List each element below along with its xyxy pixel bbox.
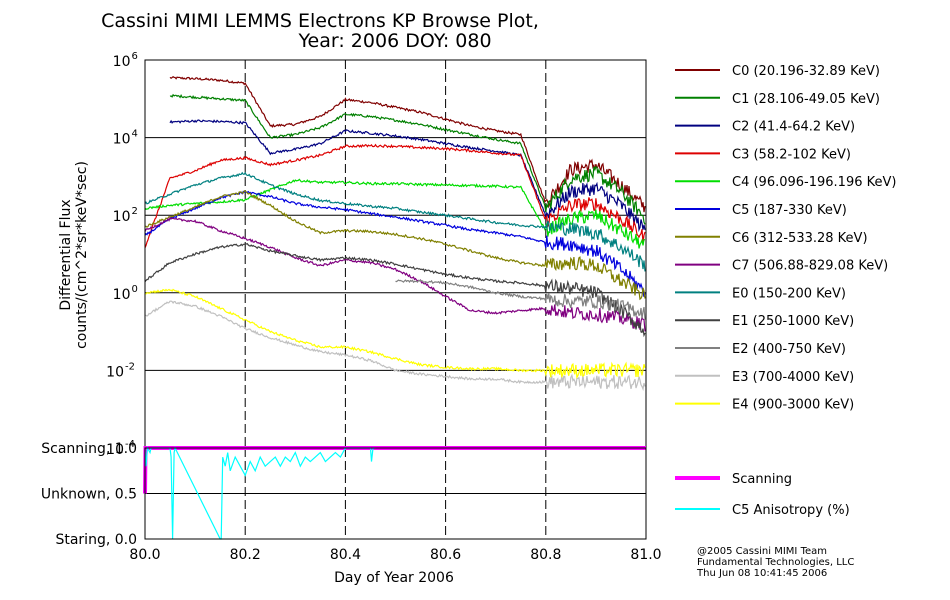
- bottom-y-tick-label: Staring, 0.0: [55, 532, 137, 548]
- series-line-8: [144, 171, 646, 272]
- x-tick-label: 80.4: [330, 547, 361, 563]
- series-line-2: [169, 119, 646, 232]
- y-axis-label-line2: counts/(cm^2*sr*keV*sec): [74, 161, 90, 349]
- series-line-6: [144, 190, 646, 301]
- legend-label-1: C1 (28.106-49.05 KeV): [732, 92, 880, 107]
- bottom-series-line-0: [143, 446, 646, 494]
- y-tick-label-base: 10: [106, 364, 124, 380]
- legend-label-7: C7 (506.88-829.08 KeV): [732, 259, 888, 274]
- series-line-11: [144, 300, 646, 392]
- y-tick-label-base: 10: [113, 287, 131, 303]
- series-line-9: [144, 242, 646, 338]
- y-axis-label-line1: Differential Flux: [58, 199, 74, 310]
- y-tick-label-base: 10: [106, 442, 124, 458]
- legend-label-9: E1 (250-1000 KeV): [732, 314, 854, 329]
- bottom-legend-label-1: C5 Anisotropy (%): [732, 503, 850, 518]
- legend-label-0: C0 (20.196-32.89 KeV): [732, 64, 880, 79]
- legend-label-5: C5 (187-330 KeV): [732, 203, 847, 218]
- y-tick-label-exponent: -4: [125, 439, 135, 450]
- series-line-12: [144, 288, 646, 379]
- y-tick-label-exponent: 0: [132, 284, 138, 295]
- copyright-line2: Fundamental Technologies, LLC: [697, 557, 854, 568]
- copyright-line3: Thu Jun 08 10:41:45 2006: [696, 568, 827, 579]
- legend-label-6: C6 (312-533.28 KeV): [732, 231, 868, 246]
- series-line-3: [144, 143, 646, 248]
- legend-label-8: E0 (150-200 KeV): [732, 286, 846, 301]
- legend-bottom: Scanning C5 Anisotropy (%): [675, 472, 850, 518]
- x-tick-label: 80.6: [430, 547, 461, 563]
- legend-label-11: E3 (700-4000 KeV): [732, 370, 854, 385]
- y-tick-label-exponent: 4: [132, 129, 138, 140]
- y-tick-label-exponent: -2: [125, 361, 135, 372]
- bottom-panel-grid: [145, 448, 646, 539]
- series-line-10: [395, 279, 646, 320]
- bottom-legend-label-0: Scanning: [732, 472, 792, 487]
- copyright-line1: @2005 Cassini MIMI Team: [697, 546, 827, 557]
- x-tick-label: 80.0: [129, 547, 160, 563]
- legend-top: C0 (20.196-32.89 KeV) C1 (28.106-49.05 Ke…: [675, 64, 896, 413]
- legend-label-4: C4 (96.096-196.196 KeV): [732, 175, 896, 190]
- legend-label-12: E4 (900-3000 KeV): [732, 398, 854, 413]
- y-tick-label-exponent: 2: [132, 206, 138, 217]
- series-line-1: [169, 93, 646, 225]
- series-line-7: [144, 216, 646, 332]
- x-tick-label: 80.8: [530, 547, 561, 563]
- y-tick-label-base: 10: [113, 209, 131, 225]
- y-tick-label-exponent: 6: [132, 51, 138, 62]
- x-axis-label: Day of Year 2006: [334, 570, 454, 586]
- bottom-y-tick-label: Scanning, 1.0: [41, 441, 137, 457]
- top-panel-frame: [144, 59, 647, 449]
- legend-label-3: C3 (58.2-102 KeV): [732, 147, 851, 162]
- bottom-y-tick-label: Unknown, 0.5: [41, 487, 137, 503]
- legend-label-2: C2 (41.4-64.2 KeV): [732, 120, 855, 135]
- series-line-4: [144, 178, 646, 249]
- x-tick-label: 80.2: [230, 547, 261, 563]
- legend-label-10: E2 (400-750 KeV): [732, 342, 846, 357]
- y-tick-label-base: 10: [113, 132, 131, 148]
- top-panel-grid: [145, 60, 646, 448]
- chart-title-line2: Year: 2006 DOY: 080: [297, 30, 491, 52]
- y-tick-label-base: 10: [113, 54, 131, 70]
- x-tick-label: 81.0: [630, 547, 661, 563]
- chart-title-line1: Cassini MIMI LEMMS Electrons KP Browse P…: [101, 10, 539, 32]
- top-panel-series: [144, 75, 646, 392]
- bottom-panel-frame: [144, 447, 647, 540]
